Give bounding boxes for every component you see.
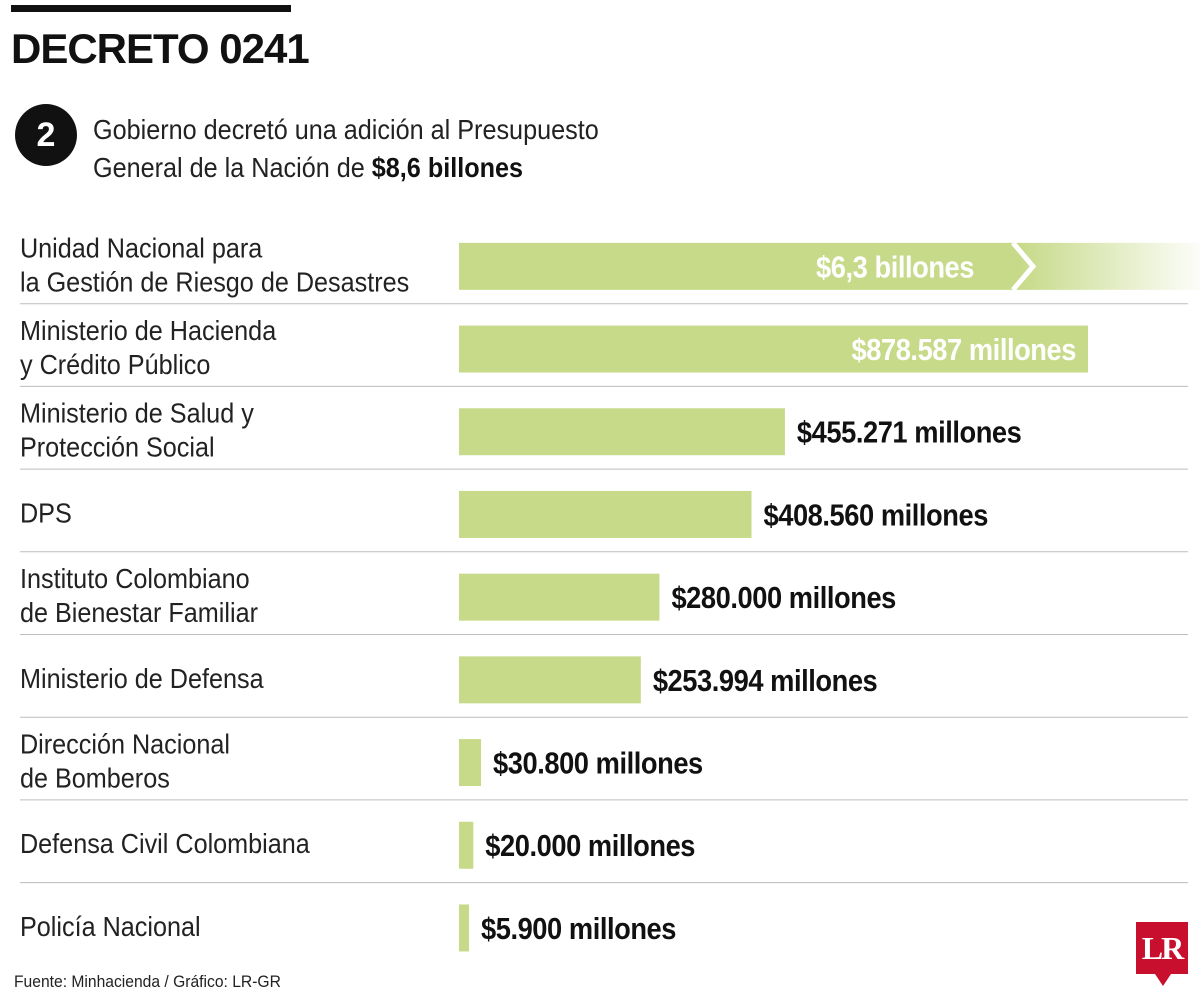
- category-label-line: DPS: [20, 497, 72, 529]
- bar: [459, 656, 641, 704]
- value-label: $5.900 millones: [481, 912, 676, 946]
- chart-title: DECRETO 0241: [11, 25, 310, 72]
- category-label-line: de Bomberos: [20, 762, 170, 794]
- axis-break-chevron: [1011, 241, 1037, 292]
- bar: [459, 490, 752, 538]
- source-note: Fuente: Minhacienda / Gráfico: LR-GR: [14, 972, 281, 991]
- category-label-line: Ministerio de Salud y: [20, 398, 254, 430]
- bar-fade: [1019, 242, 1200, 290]
- category-label: Policía Nacional: [20, 911, 201, 943]
- step-badge: 2: [15, 104, 77, 166]
- bar: [459, 573, 660, 621]
- subtitle-text: Gobierno decretó una adición al Presupue…: [93, 114, 599, 183]
- category-label: Ministerio de Hacienda y Crédito Público: [20, 315, 276, 381]
- top-rule: [11, 5, 291, 12]
- bar: [459, 739, 482, 787]
- category-label-line: de Bienestar Familiar: [20, 597, 258, 629]
- bar: [459, 408, 785, 456]
- value-label: $20.000 millones: [485, 830, 695, 864]
- category-label-line: Defensa Civil Colombiana: [20, 828, 310, 860]
- category-label-line: Ministerio de Defensa: [20, 663, 264, 695]
- chart-subtitle: Gobierno decretó una adición al Presupue…: [93, 111, 633, 187]
- value-label: $6,3 billones: [816, 251, 974, 285]
- value-label: $280.000 millones: [671, 582, 896, 616]
- value-label: $878.587 millones: [852, 334, 1077, 368]
- category-label-line: Unidad Nacional para: [20, 232, 262, 264]
- value-label: $30.800 millones: [493, 747, 703, 781]
- category-label-line: Protección Social: [20, 432, 215, 464]
- category-label: Dirección Nacional de Bomberos: [20, 728, 230, 794]
- category-label: Instituto Colombiano de Bienestar Familia…: [20, 563, 258, 629]
- value-label: $455.271 millones: [797, 416, 1022, 450]
- category-label-line: la Gestión de Riesgo de Desastres: [20, 266, 409, 298]
- value-label: $408.560 millones: [763, 499, 988, 533]
- lr-logo: LR: [1136, 922, 1188, 986]
- category-label-line: Ministerio de Hacienda: [20, 315, 276, 347]
- category-label-line: Instituto Colombiano: [20, 563, 250, 595]
- bar: [459, 242, 1019, 290]
- bar: [459, 821, 474, 869]
- category-label-line: y Crédito Público: [20, 349, 210, 381]
- category-label: Ministerio de Defensa: [20, 663, 264, 695]
- category-label-line: Policía Nacional: [20, 911, 201, 943]
- category-label: Ministerio de Salud y Protección Social: [20, 398, 254, 464]
- chart-rows: Unidad Nacional para la Gestión de Riesgo…: [20, 232, 1200, 952]
- subtitle-highlight: $8,6 billones: [371, 152, 524, 183]
- category-label: DPS: [20, 497, 72, 529]
- category-label: Defensa Civil Colombiana: [20, 828, 310, 860]
- category-label: Unidad Nacional para la Gestión de Riesgo…: [20, 232, 409, 298]
- category-label-line: Dirección Nacional: [20, 728, 230, 760]
- value-label: $253.994 millones: [653, 664, 878, 698]
- bar: [459, 325, 1088, 373]
- bar: [459, 904, 469, 952]
